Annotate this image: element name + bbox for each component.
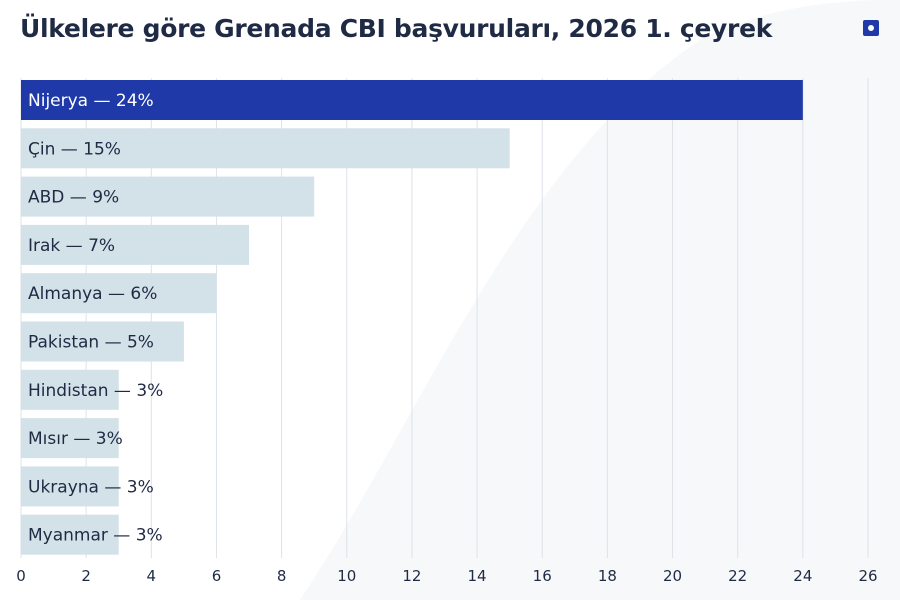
x-tick-label: 18 [598, 567, 617, 585]
bar-almanya [21, 273, 217, 314]
bar-label: ABD — 9% [28, 188, 119, 208]
x-tick-label: 20 [663, 567, 682, 585]
x-axis-ticks: 0 2 4 6 8 10 12 14 16 18 20 22 24 26 [16, 567, 877, 585]
x-tick-label: 12 [402, 567, 421, 585]
bar-çin [21, 128, 510, 169]
x-tick-label: 10 [337, 567, 356, 585]
x-tick-label: 4 [147, 567, 157, 585]
x-tick-label: 26 [858, 567, 877, 585]
x-tick-label: 0 [16, 567, 26, 585]
bar-labels: Nijerya — 24% Çin — 15% ABD — 9% Irak — 7% A… [28, 91, 163, 546]
x-tick-label: 22 [728, 567, 747, 585]
bar-label: Nijerya — 24% [28, 91, 154, 111]
bar-label: Mısır — 3% [28, 429, 123, 449]
bar-label: Irak — 7% [28, 236, 115, 256]
bar-label: Çin — 15% [28, 139, 121, 159]
bar-ukrayna [21, 466, 119, 507]
bar-label: Ukrayna — 3% [28, 477, 154, 497]
bar-label: Pakistan — 5% [28, 333, 154, 353]
bar-pakistan [21, 321, 184, 362]
x-tick-label: 2 [81, 567, 91, 585]
bar-nijerya [21, 80, 803, 120]
bar-label: Almanya — 6% [28, 284, 157, 304]
x-tick-label: 24 [793, 567, 812, 585]
chart-title: Ülkelere göre Grenada CBI başvuruları, 2… [20, 14, 773, 43]
bar-abd [21, 176, 315, 217]
x-tick-label: 14 [468, 567, 487, 585]
bar-mısır [21, 418, 119, 459]
bar-myanmar [21, 514, 119, 555]
logo-icon [863, 20, 879, 36]
bar-label: Myanmar — 3% [28, 526, 163, 546]
bar-label: Hindistan — 3% [28, 381, 163, 401]
x-tick-label: 6 [212, 567, 222, 585]
x-tick-label: 16 [533, 567, 552, 585]
x-tick-label: 8 [277, 567, 287, 585]
bar-irak [21, 224, 250, 265]
bar-hindistan [21, 369, 119, 410]
bars [21, 80, 803, 555]
